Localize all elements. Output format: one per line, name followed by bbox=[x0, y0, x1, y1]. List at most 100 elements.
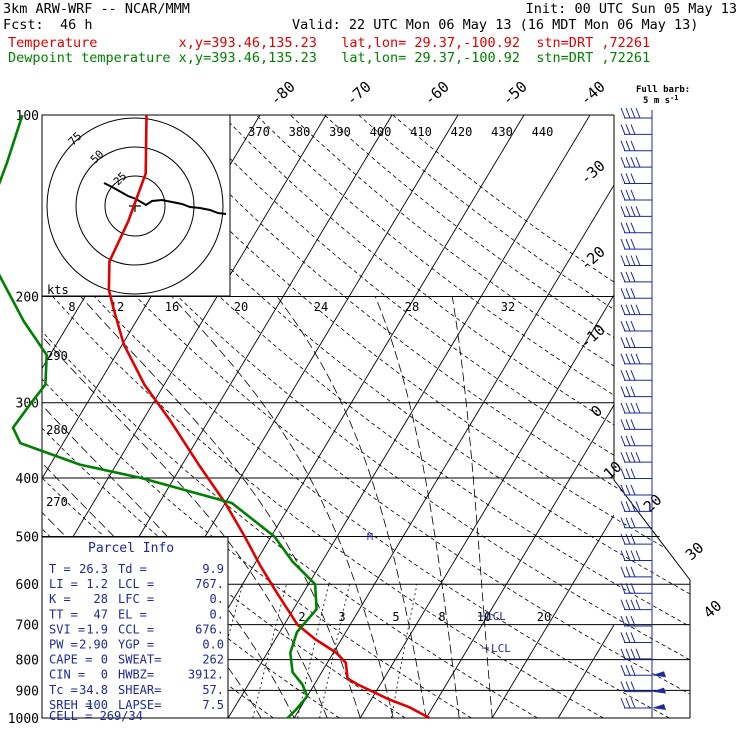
temperature-legend: Temperature x,y=393.46,135.23 lat,lon= 2… bbox=[8, 35, 651, 51]
hodograph-kts-label: kts bbox=[47, 283, 69, 297]
wind-barb-feather bbox=[630, 501, 636, 512]
parcel-row-value: 0. bbox=[210, 592, 224, 606]
wind-barb bbox=[620, 648, 652, 660]
wind-barb-flag bbox=[652, 687, 666, 694]
wind-barb-feather bbox=[620, 599, 626, 610]
isotherm-line bbox=[425, 404, 614, 718]
moist-adiabat-line bbox=[42, 462, 262, 718]
pressure-label: 500 bbox=[16, 530, 39, 545]
wind-barb-feather bbox=[630, 697, 636, 709]
model-title: 3km ARW-WRF -- NCAR/MMM bbox=[3, 1, 190, 17]
wind-barb bbox=[620, 566, 652, 578]
hodograph-tick-label: 16 bbox=[165, 300, 179, 314]
isotherm-label: -10 bbox=[577, 321, 609, 353]
wind-barb bbox=[620, 386, 652, 398]
isotherm-label: -80 bbox=[267, 78, 299, 110]
wind-barb-feather bbox=[620, 222, 626, 233]
wind-barb-feather bbox=[625, 320, 631, 332]
wind-barb-feather bbox=[635, 156, 641, 168]
wind-barb-feather bbox=[635, 206, 641, 217]
wind-barb-feather bbox=[620, 337, 626, 348]
parcel-row-label: CAPE = bbox=[49, 653, 92, 667]
mixing-ratio-line bbox=[252, 584, 287, 718]
barb-legend-unit: 5 m s bbox=[643, 96, 670, 106]
wind-barb-feather bbox=[620, 107, 626, 119]
wind-barb-feather bbox=[625, 501, 631, 512]
wind-barb-feather bbox=[630, 107, 636, 119]
wind-barb bbox=[620, 288, 652, 299]
dry-adiabat-line bbox=[221, 115, 690, 718]
parcel-info-box: Parcel Info T = 26.3 Td = 9.9 LI = 1.2 LCL = 767… bbox=[41, 536, 229, 723]
wind-barb-feather bbox=[620, 419, 626, 430]
isotherm-label: -50 bbox=[499, 78, 531, 110]
wind-barb-feather bbox=[620, 124, 626, 135]
wind-barb-feather bbox=[620, 566, 626, 578]
parcel-annotations: LCL LCL M bbox=[367, 532, 511, 655]
wind-barb-feather bbox=[625, 533, 631, 545]
theta-e-label: 370 bbox=[248, 125, 270, 139]
parcel-row-label: YGP = bbox=[118, 638, 154, 652]
mixing-ratio-labels: 2 3 5 8 10 20 bbox=[298, 610, 551, 624]
pressure-label: 800 bbox=[16, 654, 39, 669]
dry-adiabat-line bbox=[290, 115, 690, 718]
theta-label: 280 bbox=[46, 423, 68, 437]
wind-barb-feather bbox=[620, 173, 626, 184]
wind-barb-feather bbox=[635, 451, 641, 463]
wind-barb bbox=[620, 140, 652, 152]
wind-barb bbox=[620, 583, 652, 594]
wind-barb-feather bbox=[630, 370, 636, 381]
wind-barb-feather bbox=[630, 222, 636, 233]
parcel-row-value: 676. bbox=[195, 622, 224, 636]
wind-barb-feather bbox=[630, 419, 636, 430]
dry-adiabat-line bbox=[392, 115, 690, 718]
dry-adiabat-line bbox=[42, 115, 670, 718]
wind-barb-feather bbox=[620, 255, 626, 266]
dry-adiabat-line bbox=[358, 115, 690, 718]
isotherm-label: -70 bbox=[343, 78, 375, 110]
parcel-row-label: SHEAR= bbox=[118, 683, 161, 697]
isotherm-label: 20 bbox=[640, 491, 665, 516]
wind-barbs bbox=[620, 107, 666, 718]
dry-adiabat-line bbox=[42, 115, 538, 718]
parcel-row-label: K = bbox=[49, 592, 71, 606]
parcel-row-value: 0 bbox=[101, 668, 108, 682]
wind-barb-feather bbox=[625, 189, 631, 201]
wind-barb-feather bbox=[620, 156, 626, 168]
wind-barb bbox=[620, 632, 652, 643]
wind-barb-feather bbox=[630, 402, 636, 414]
wind-barb-feather bbox=[625, 140, 631, 151]
wind-barb-feather bbox=[620, 681, 626, 692]
wind-barb-feather bbox=[635, 304, 641, 315]
isotherm-line bbox=[42, 115, 327, 590]
isotherm-label: -30 bbox=[577, 157, 609, 189]
wind-barb-feather bbox=[620, 451, 626, 463]
init-time: Init: 00 UTC Sun 05 May 13 bbox=[525, 1, 737, 17]
wind-barb-feather bbox=[630, 550, 636, 561]
theta-labels: 290 280 270 bbox=[46, 349, 68, 509]
wind-barb-feather bbox=[635, 255, 641, 266]
wind-barb bbox=[620, 353, 652, 365]
wind-barb bbox=[620, 533, 652, 545]
theta-e-label: 420 bbox=[451, 125, 473, 139]
pressure-label: 400 bbox=[16, 472, 39, 487]
wind-barb-feather bbox=[625, 550, 631, 561]
wind-barb-flag bbox=[652, 704, 666, 710]
theta-label: 270 bbox=[46, 495, 68, 509]
wind-barb-feather bbox=[625, 517, 631, 528]
parcel-row-value: 262 bbox=[202, 653, 224, 667]
wind-barb-feather bbox=[630, 271, 636, 283]
wind-barb-feather bbox=[630, 140, 636, 151]
wind-barb-feather bbox=[630, 517, 636, 528]
dry-adiabat-line bbox=[42, 115, 690, 718]
wind-barb bbox=[620, 255, 652, 266]
parcel-row-label: LI = bbox=[49, 577, 78, 591]
parcel-row-label: T = bbox=[49, 562, 71, 576]
wind-barb-feather bbox=[635, 353, 641, 365]
dry-adiabat-line bbox=[42, 115, 604, 718]
theta-e-label: 400 bbox=[370, 125, 392, 139]
wind-barb-feather bbox=[625, 615, 631, 627]
wind-barb-feather bbox=[625, 665, 631, 676]
wind-barb-feather bbox=[620, 632, 626, 643]
